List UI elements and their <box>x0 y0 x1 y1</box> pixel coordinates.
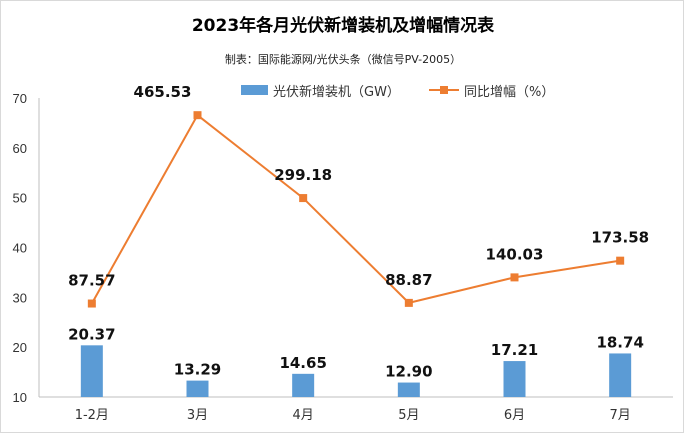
legend-label: 同比增幅（%） <box>464 85 554 100</box>
line-data-label: 87.57 <box>68 272 115 290</box>
line-point <box>299 194 308 203</box>
legend-line-marker <box>440 86 448 94</box>
chart-subtitle: 制表：国际能源网/光伏头条（微信号PV-2005） <box>224 53 462 66</box>
x-tick-label: 5月 <box>398 408 419 423</box>
bar <box>292 373 315 397</box>
y-tick-label: 70 <box>13 91 27 106</box>
bar-data-label: 17.21 <box>491 341 538 359</box>
line-point <box>616 256 625 265</box>
line-data-label: 465.53 <box>134 83 192 101</box>
line-point <box>193 111 202 120</box>
line-point <box>510 273 519 282</box>
y-tick-label: 50 <box>13 191 27 206</box>
line-data-label: 299.18 <box>274 166 332 184</box>
bar-data-label: 12.90 <box>385 363 432 381</box>
line-data-label: 140.03 <box>486 245 544 263</box>
line-series <box>90 113 621 305</box>
line-data-label: 173.58 <box>591 229 649 247</box>
bar-data-label: 18.74 <box>596 333 643 351</box>
x-tick-label: 3月 <box>187 408 208 423</box>
bar-data-label: 20.37 <box>68 325 115 343</box>
x-tick-label: 4月 <box>293 408 314 423</box>
x-tick-label: 1-2月 <box>75 408 109 423</box>
legend-label: 光伏新增装机（GW） <box>273 84 400 100</box>
bar <box>503 361 526 397</box>
line-point <box>87 299 96 308</box>
x-tick-label: 7月 <box>610 408 631 423</box>
bar <box>80 345 103 397</box>
y-tick-label: 40 <box>13 241 27 256</box>
bar-data-label: 13.29 <box>174 361 221 379</box>
x-tick-label: 6月 <box>504 408 525 423</box>
chart-title: 2023年各月光伏新增装机及增幅情况表 <box>191 16 495 36</box>
y-tick-label: 60 <box>13 141 27 156</box>
line-data-label: 88.87 <box>385 271 432 289</box>
bar-data-label: 14.65 <box>279 354 326 372</box>
y-tick-label: 10 <box>13 390 27 405</box>
bar <box>609 353 632 397</box>
bar <box>397 382 420 397</box>
y-tick-label: 30 <box>13 290 27 305</box>
line-point <box>404 298 413 307</box>
y-tick-label: 20 <box>13 340 27 355</box>
legend-bar-swatch <box>241 85 268 95</box>
bar <box>186 380 209 397</box>
